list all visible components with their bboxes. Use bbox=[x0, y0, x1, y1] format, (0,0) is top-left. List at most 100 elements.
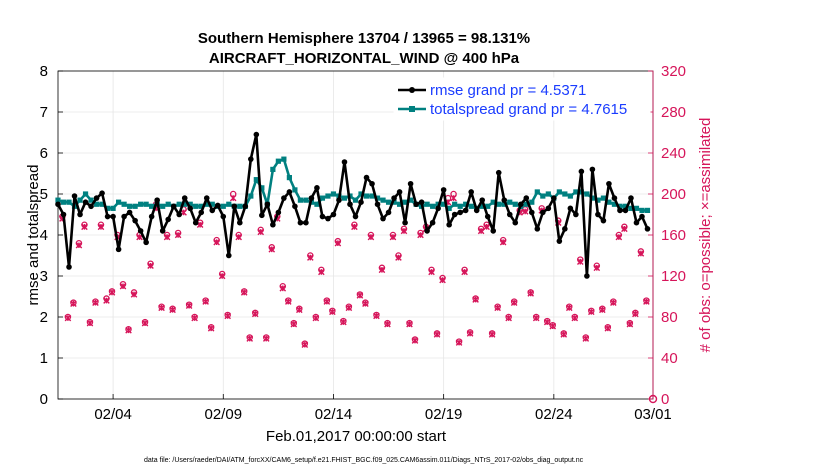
totalspread-point bbox=[93, 201, 100, 207]
rmse-point bbox=[231, 203, 238, 210]
totalspread-point bbox=[270, 166, 276, 172]
rmse-point bbox=[214, 202, 221, 209]
totalspread-point bbox=[628, 205, 634, 211]
rmse-point bbox=[484, 213, 491, 220]
obs-assimilated-point bbox=[466, 330, 474, 337]
obs-assimilated-point bbox=[411, 337, 419, 344]
totalspread-point bbox=[633, 205, 640, 211]
rmse-point bbox=[617, 207, 623, 214]
totalspread-point bbox=[325, 193, 331, 199]
rmse-point bbox=[220, 213, 227, 220]
rmse-point bbox=[292, 203, 298, 210]
legend-box bbox=[393, 77, 651, 121]
obs-assimilated-point bbox=[81, 223, 88, 231]
obs-assimilated-point bbox=[125, 327, 132, 334]
rmse-point bbox=[143, 239, 149, 246]
totalspread-point bbox=[330, 191, 337, 197]
rmse-point bbox=[639, 213, 645, 220]
totalspread-point bbox=[407, 197, 414, 203]
totalspread-point bbox=[143, 201, 149, 207]
rmse-point bbox=[198, 209, 205, 216]
legend-rmse-label: rmse grand pr = 4.5371 bbox=[430, 82, 586, 99]
totalspread-point bbox=[391, 199, 397, 205]
obs-assimilated-point bbox=[246, 335, 254, 342]
obs-assimilated-point bbox=[240, 289, 248, 296]
totalspread-point bbox=[66, 199, 72, 205]
obs-assimilated-point bbox=[103, 297, 110, 304]
obs-assimilated-point bbox=[312, 314, 320, 322]
obs-assimilated-point bbox=[604, 324, 612, 332]
obs-assimilated-point bbox=[290, 320, 298, 328]
totalspread-point bbox=[600, 195, 607, 201]
obs-assimilated-point bbox=[521, 208, 529, 215]
totalspread-point bbox=[622, 203, 629, 209]
obs-assimilated-point bbox=[362, 300, 369, 307]
rmse-point bbox=[192, 219, 199, 226]
rmse-point bbox=[589, 166, 596, 173]
rmse-point bbox=[545, 205, 552, 212]
rmse-point bbox=[347, 201, 353, 208]
obs-assimilated-point bbox=[202, 298, 209, 305]
y-right-tick-label: 320 bbox=[661, 63, 686, 80]
obs-assimilated-point bbox=[565, 304, 573, 312]
rmse-point bbox=[82, 199, 89, 205]
totalspread-point bbox=[567, 193, 573, 199]
totalspread-point bbox=[358, 191, 364, 197]
obs-assimilated-point bbox=[593, 264, 601, 272]
x-axis: 02/04 02/09 02/14 02/19 02/24 03/01 bbox=[94, 394, 672, 423]
rmse-point bbox=[606, 180, 612, 187]
obs-assimilated-point bbox=[450, 194, 457, 202]
totalspread-point bbox=[611, 201, 618, 207]
obs-assimilated-point bbox=[356, 292, 364, 299]
totalspread-point bbox=[275, 158, 281, 164]
totalspread-point bbox=[468, 203, 474, 209]
totalspread-point bbox=[198, 203, 204, 209]
rmse-point bbox=[253, 131, 260, 138]
obs-assimilated-point bbox=[488, 331, 496, 338]
y-tick-label: 0 bbox=[40, 391, 48, 408]
obs-assimilated-point bbox=[499, 238, 507, 246]
obs-assimilated-point bbox=[163, 233, 171, 241]
obs-assimilated-point bbox=[108, 289, 116, 296]
obs-assimilated-point bbox=[384, 320, 391, 328]
totalspread-point bbox=[584, 191, 590, 197]
rmse-point bbox=[270, 221, 276, 228]
totalspread-point bbox=[237, 203, 243, 209]
rmse-point bbox=[429, 219, 436, 226]
obs-assimilated-point bbox=[417, 231, 424, 239]
rmse-point bbox=[380, 215, 386, 222]
obs-assimilated-point bbox=[626, 320, 634, 328]
rmse-point bbox=[341, 159, 348, 165]
totalspread-point bbox=[82, 191, 89, 197]
rmse-point bbox=[633, 219, 640, 226]
totalspread-point bbox=[341, 195, 348, 201]
legend-rmse-marker bbox=[409, 87, 415, 93]
rmse-point bbox=[407, 180, 414, 187]
rmse-point bbox=[440, 187, 447, 193]
totalspread-point bbox=[176, 201, 182, 207]
rmse-point bbox=[297, 219, 304, 226]
totalspread-point bbox=[589, 195, 595, 201]
totalspread-point bbox=[281, 156, 287, 162]
totalspread-point bbox=[534, 189, 540, 195]
totalspread-point bbox=[529, 199, 535, 205]
totalspread-point bbox=[385, 199, 392, 205]
totalspread-point bbox=[193, 203, 199, 209]
obs-assimilated-point bbox=[576, 258, 584, 265]
obs-assimilated-point bbox=[428, 268, 435, 276]
totalspread-point bbox=[352, 197, 359, 203]
totalspread-point bbox=[496, 201, 502, 207]
totalspread-point bbox=[430, 203, 436, 209]
obs-assimilated-point bbox=[70, 300, 77, 307]
y-tick-label: 7 bbox=[40, 104, 48, 121]
rmse-point bbox=[303, 219, 309, 226]
y-right-tick-label: 160 bbox=[661, 227, 686, 244]
rmse-point bbox=[551, 195, 557, 201]
x-tick-label: 03/01 bbox=[634, 406, 672, 423]
totalspread-point bbox=[253, 177, 259, 183]
totalspread-point bbox=[457, 203, 463, 209]
rmse-point bbox=[584, 273, 590, 279]
obs-assimilated-point bbox=[351, 223, 358, 231]
obs-assimilated-point bbox=[334, 239, 342, 247]
